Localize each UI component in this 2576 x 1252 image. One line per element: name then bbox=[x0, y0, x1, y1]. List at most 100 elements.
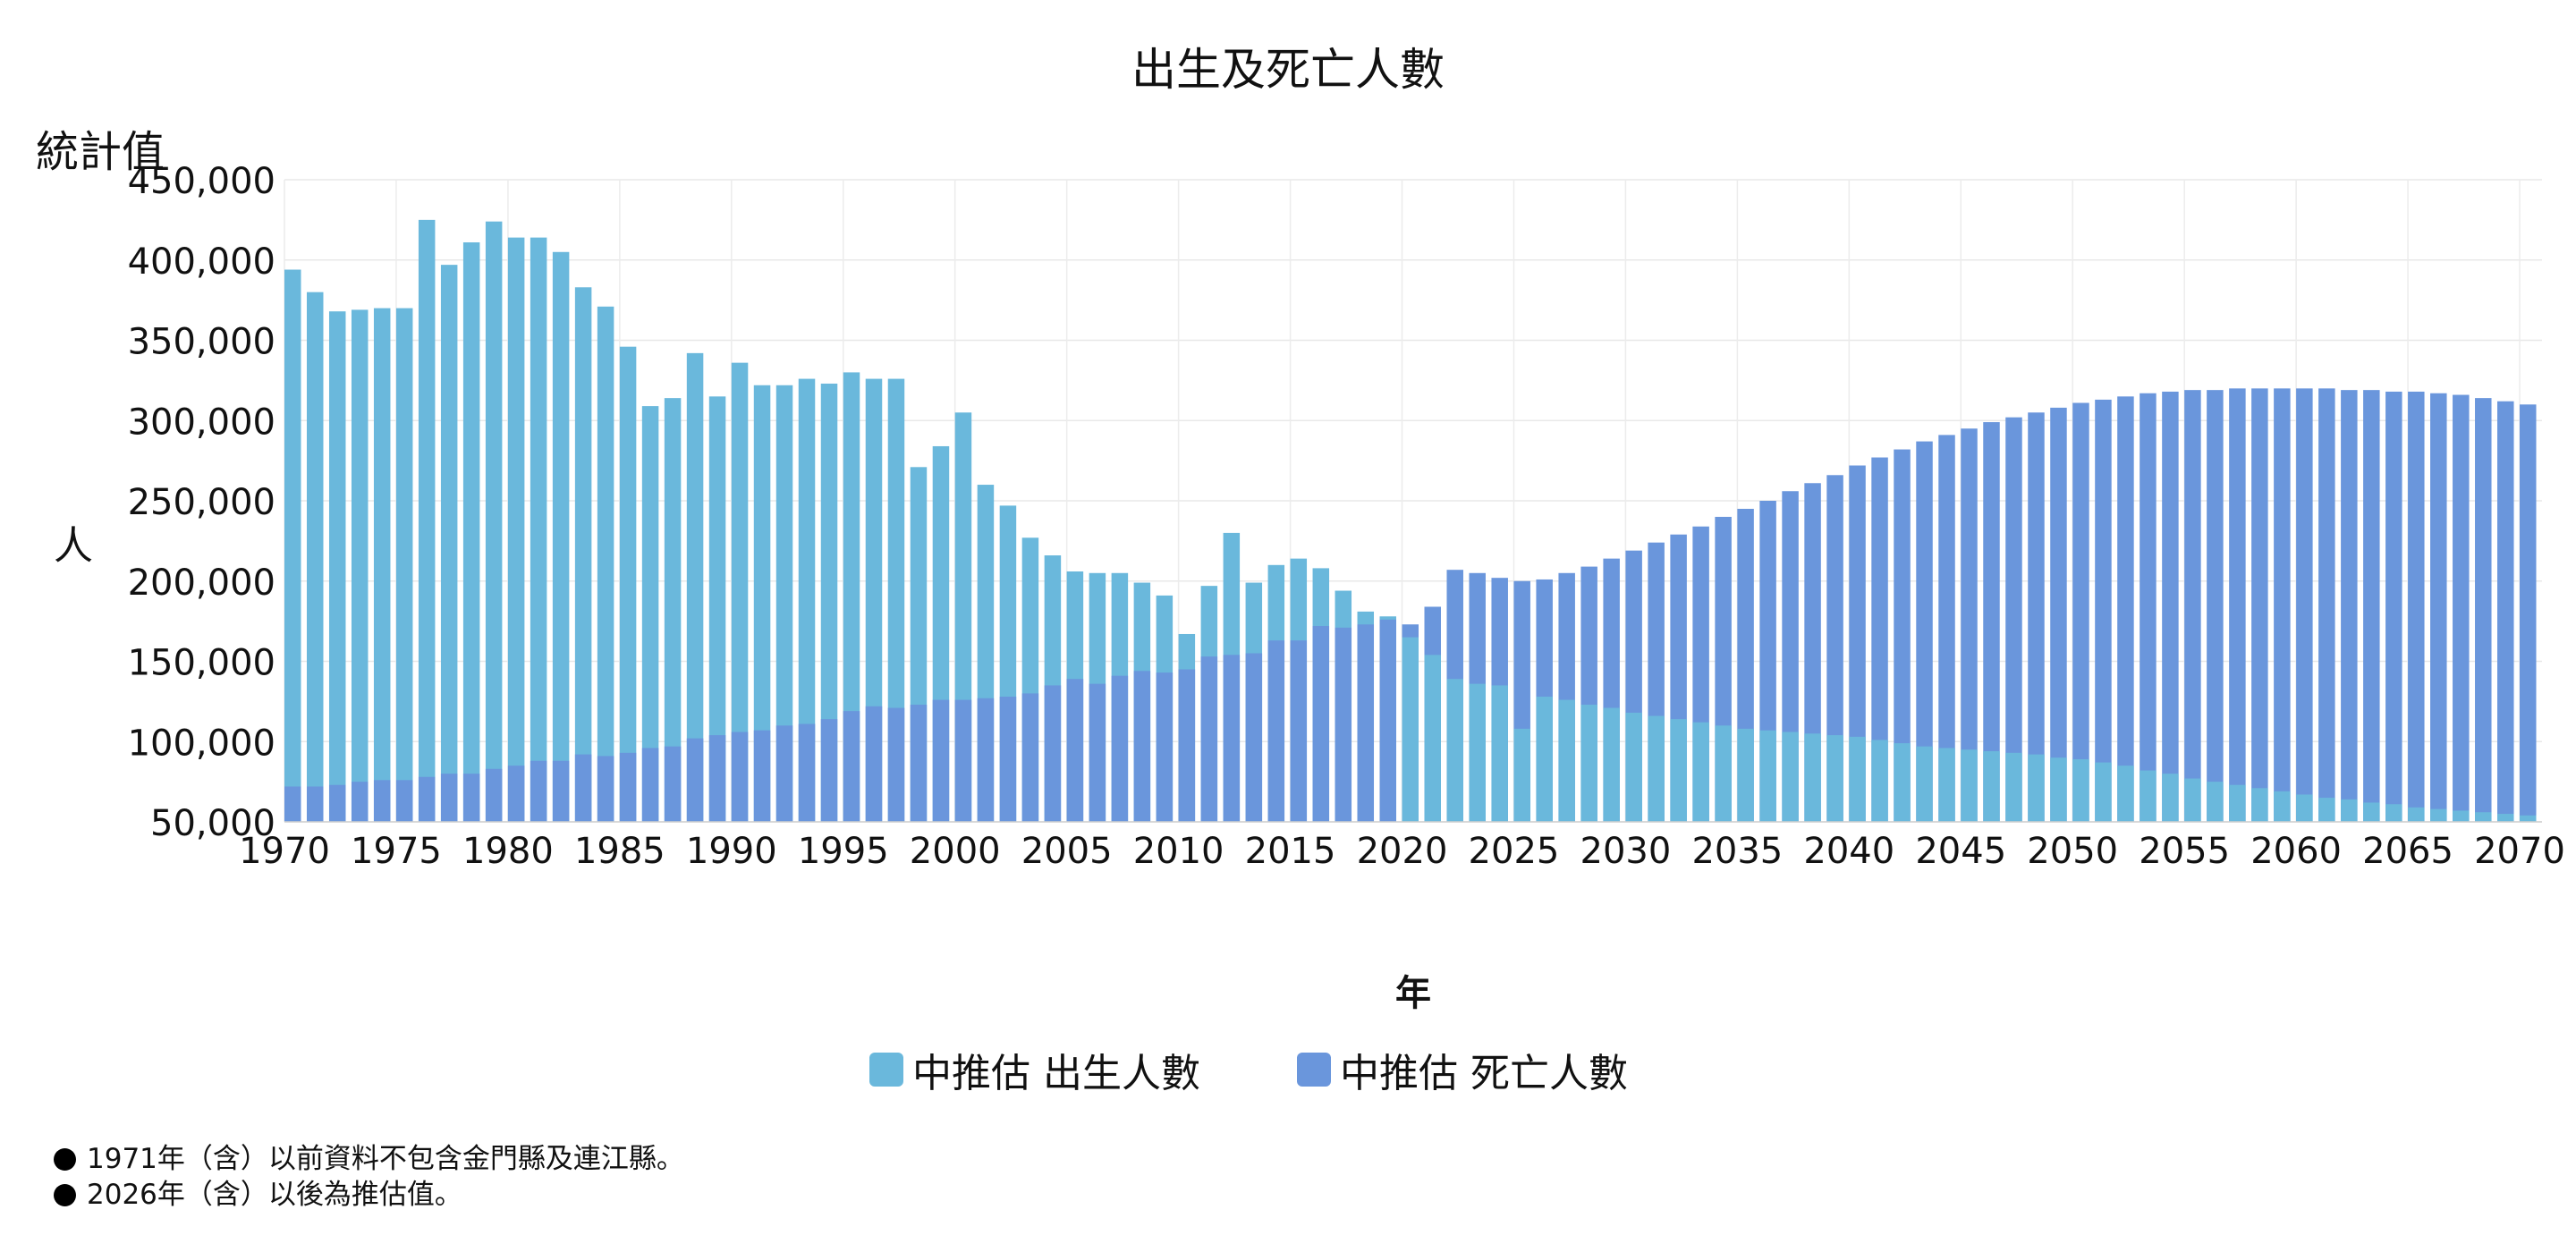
bar-births bbox=[328, 311, 346, 822]
bar-births bbox=[2095, 762, 2112, 822]
legend-item-deaths[interactable]: 中推估 死亡人數 bbox=[1297, 1045, 1628, 1096]
bar-deaths bbox=[1938, 435, 1955, 822]
bar-births bbox=[2274, 791, 2291, 822]
legend-swatch-births bbox=[869, 1053, 903, 1087]
bar-deaths bbox=[418, 776, 436, 822]
x-tick-label: 2035 bbox=[1691, 831, 1783, 872]
bar-births bbox=[1402, 637, 1419, 822]
y-tick-label: 350,000 bbox=[128, 322, 275, 363]
bar-births bbox=[351, 309, 369, 822]
legend-label-deaths: 中推估 死亡人數 bbox=[1340, 1051, 1628, 1096]
footnote: 2026年（含）以後為推估值。 bbox=[54, 1177, 684, 1213]
y-tick-label: 100,000 bbox=[128, 723, 275, 764]
bar-deaths bbox=[306, 786, 324, 822]
bar-births bbox=[507, 237, 525, 822]
bar-deaths bbox=[1223, 655, 1241, 822]
bar-deaths bbox=[798, 723, 816, 822]
footnote: 1971年（含）以前資料不包含金門縣及連江縣。 bbox=[54, 1141, 684, 1177]
x-tick-label: 2030 bbox=[1580, 831, 1672, 872]
bar-births bbox=[843, 372, 860, 822]
bar-deaths bbox=[1133, 671, 1151, 822]
bar-deaths bbox=[2430, 393, 2447, 822]
bar-deaths bbox=[2050, 407, 2067, 822]
bar-deaths bbox=[2318, 388, 2335, 822]
legend-item-births[interactable]: 中推估 出生人數 bbox=[869, 1045, 1200, 1096]
bar-deaths bbox=[1021, 693, 1039, 822]
bar-births bbox=[1536, 696, 1553, 822]
x-tick-label: 2065 bbox=[2362, 831, 2453, 872]
bar-deaths bbox=[530, 760, 547, 822]
bar-deaths bbox=[999, 696, 1017, 822]
bar-deaths bbox=[1156, 673, 1174, 822]
bar-births bbox=[798, 378, 816, 822]
bullet-icon bbox=[54, 1184, 76, 1206]
bar-deaths bbox=[2453, 394, 2470, 822]
bar-deaths bbox=[2229, 388, 2246, 822]
bar-births bbox=[2408, 807, 2425, 822]
bar-deaths bbox=[1267, 640, 1285, 822]
bar-deaths bbox=[1894, 449, 1911, 822]
bar-deaths bbox=[2005, 417, 2022, 822]
bar-deaths bbox=[641, 748, 659, 822]
bar-deaths bbox=[440, 774, 458, 822]
bar-births bbox=[2363, 802, 2380, 822]
bar-births bbox=[1849, 736, 1866, 822]
bar-births bbox=[306, 292, 324, 822]
x-tick-label: 2070 bbox=[2474, 831, 2565, 872]
bar-births bbox=[1715, 725, 1732, 822]
bar-births bbox=[2072, 758, 2089, 822]
bar-deaths bbox=[574, 754, 592, 822]
bar-deaths bbox=[1335, 627, 1352, 822]
bar-births bbox=[686, 352, 704, 822]
bar-births bbox=[1961, 749, 1978, 822]
bar-births bbox=[2140, 770, 2157, 822]
bar-deaths bbox=[664, 746, 682, 822]
legend-swatch-deaths bbox=[1297, 1053, 1331, 1087]
bar-births bbox=[1558, 699, 1575, 822]
x-tick-label: 2000 bbox=[910, 831, 1001, 872]
bar-deaths bbox=[2475, 398, 2492, 822]
bar-deaths bbox=[1983, 422, 2000, 822]
x-tick-label: 1980 bbox=[462, 831, 554, 872]
bar-deaths bbox=[1849, 465, 1866, 822]
bar-deaths bbox=[351, 782, 369, 822]
bar-deaths bbox=[2028, 412, 2045, 822]
bar-births bbox=[2229, 784, 2246, 822]
bar-deaths bbox=[954, 699, 972, 822]
footnote-text: 2026年（含）以後為推估值。 bbox=[87, 1179, 462, 1211]
x-tick-label: 1990 bbox=[686, 831, 777, 872]
bar-births bbox=[485, 221, 503, 823]
bar-births bbox=[1603, 707, 1620, 822]
x-tick-label: 2025 bbox=[1469, 831, 1560, 872]
bar-deaths bbox=[507, 766, 525, 822]
bar-deaths bbox=[708, 735, 726, 822]
bar-births bbox=[1670, 719, 1687, 822]
legend-label-births: 中推估 出生人數 bbox=[912, 1051, 1200, 1096]
bar-deaths bbox=[2184, 390, 2201, 822]
y-tick-label: 50,000 bbox=[150, 803, 275, 844]
x-tick-label: 2010 bbox=[1133, 831, 1224, 872]
bar-births bbox=[2453, 810, 2470, 822]
bar-deaths bbox=[373, 780, 391, 822]
bar-deaths bbox=[775, 725, 793, 822]
bar-births bbox=[284, 269, 301, 822]
footnotes: 1971年（含）以前資料不包含金門縣及連江縣。 2026年（含）以後為推估值。 bbox=[54, 1141, 684, 1213]
bar-births bbox=[1648, 715, 1665, 822]
bar-births bbox=[2028, 754, 2045, 822]
bar-births bbox=[2005, 752, 2022, 822]
bar-deaths bbox=[820, 719, 838, 822]
bar-births bbox=[753, 385, 771, 822]
x-tick-label: 1975 bbox=[351, 831, 442, 872]
bar-deaths bbox=[2520, 404, 2537, 822]
bar-deaths bbox=[1066, 679, 1084, 822]
bar-deaths bbox=[2341, 390, 2358, 822]
x-tick-label: 2040 bbox=[1803, 831, 1894, 872]
bar-births bbox=[1737, 728, 1754, 822]
bar-births bbox=[418, 219, 436, 822]
x-tick-label: 2015 bbox=[1245, 831, 1336, 872]
bar-births bbox=[2318, 798, 2335, 822]
x-axis-label: 年 bbox=[1395, 973, 1431, 1014]
x-tick-label: 1995 bbox=[798, 831, 889, 872]
bar-deaths bbox=[910, 704, 928, 822]
x-tick-label: 2050 bbox=[2027, 831, 2118, 872]
